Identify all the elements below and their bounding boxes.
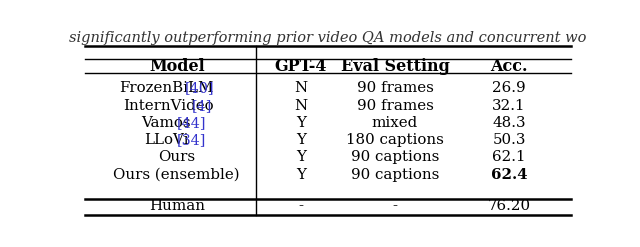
Text: Y: Y [296, 133, 306, 147]
Text: N: N [294, 81, 307, 95]
Text: 62.1: 62.1 [492, 150, 526, 164]
Text: N: N [294, 99, 307, 113]
Text: 90 captions: 90 captions [351, 150, 439, 164]
Text: Y: Y [296, 167, 306, 182]
Text: -: - [392, 199, 397, 213]
Text: mixed: mixed [372, 116, 418, 130]
Text: 90 captions: 90 captions [351, 167, 439, 182]
Text: Ours (ensemble): Ours (ensemble) [113, 167, 240, 182]
Text: Ours: Ours [158, 150, 195, 164]
Text: Y: Y [296, 116, 306, 130]
Text: Vamos: Vamos [141, 116, 191, 130]
Text: LLoVi: LLoVi [144, 133, 189, 147]
Text: 76.20: 76.20 [488, 199, 531, 213]
Text: 48.3: 48.3 [492, 116, 526, 130]
Text: [4]: [4] [191, 99, 212, 113]
Text: 180 captions: 180 captions [346, 133, 444, 147]
Text: 90 frames: 90 frames [356, 81, 433, 95]
Text: -: - [298, 199, 303, 213]
Text: GPT-4: GPT-4 [275, 58, 327, 75]
Text: Model: Model [149, 58, 205, 75]
Text: Human: Human [148, 199, 205, 213]
Text: [34]: [34] [177, 133, 206, 147]
Text: 50.3: 50.3 [492, 133, 526, 147]
Text: FrozenBiLM: FrozenBiLM [119, 81, 214, 95]
Text: Y: Y [296, 150, 306, 164]
Text: Acc.: Acc. [490, 58, 528, 75]
Text: InternVideo: InternVideo [123, 99, 213, 113]
Text: 32.1: 32.1 [492, 99, 526, 113]
Text: significantly outperforming prior video QA models and concurrent wo: significantly outperforming prior video … [69, 31, 587, 45]
Text: 62.4: 62.4 [491, 167, 527, 182]
Text: 26.9: 26.9 [492, 81, 526, 95]
Text: [44]: [44] [177, 116, 206, 130]
Text: Eval Setting: Eval Setting [340, 58, 449, 75]
Text: [40]: [40] [185, 81, 215, 95]
Text: 90 frames: 90 frames [356, 99, 433, 113]
